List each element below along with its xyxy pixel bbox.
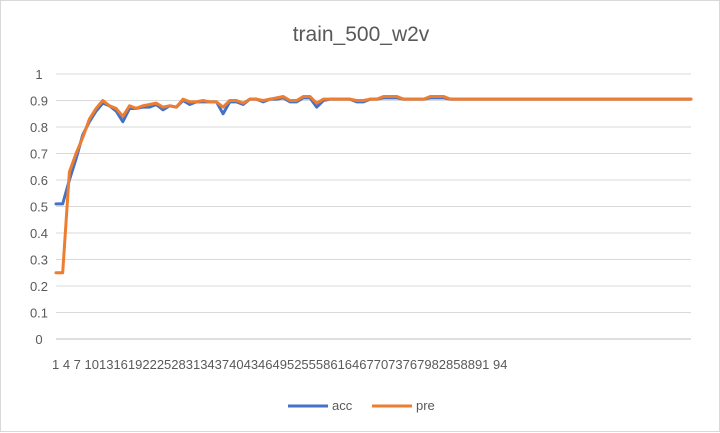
legend-label-acc: acc	[332, 398, 353, 413]
y-tick-label: 0	[35, 332, 42, 347]
legend: acc pre	[288, 398, 435, 413]
y-axis-ticks: 0 0.1 0.2 0.3 0.4 0.5 0.6 0.7 0.8 0.9 1	[30, 67, 48, 347]
y-tick-label: 0.3	[30, 253, 48, 268]
y-tick-label: 0.2	[30, 279, 48, 294]
y-tick-label: 0.4	[30, 226, 48, 241]
y-tick-label: 0.7	[30, 147, 48, 162]
y-tick-label: 0.9	[30, 94, 48, 109]
y-tick-label: 1	[35, 67, 42, 82]
x-axis-tick-labels: 1 4 7 1013161922252831343740434649525558…	[52, 357, 507, 372]
series-line-acc	[54, 96, 693, 206]
y-tick-label: 0.8	[30, 120, 48, 135]
y-tick-label: 0.6	[30, 173, 48, 188]
chart-title: train_500_w2v	[293, 23, 430, 46]
legend-label-pre: pre	[416, 398, 435, 413]
y-tick-label: 0.1	[30, 306, 48, 321]
y-tick-label: 0.5	[30, 200, 48, 215]
series-lines	[54, 95, 693, 275]
series-line-pre	[54, 95, 693, 275]
gridlines	[56, 73, 691, 340]
